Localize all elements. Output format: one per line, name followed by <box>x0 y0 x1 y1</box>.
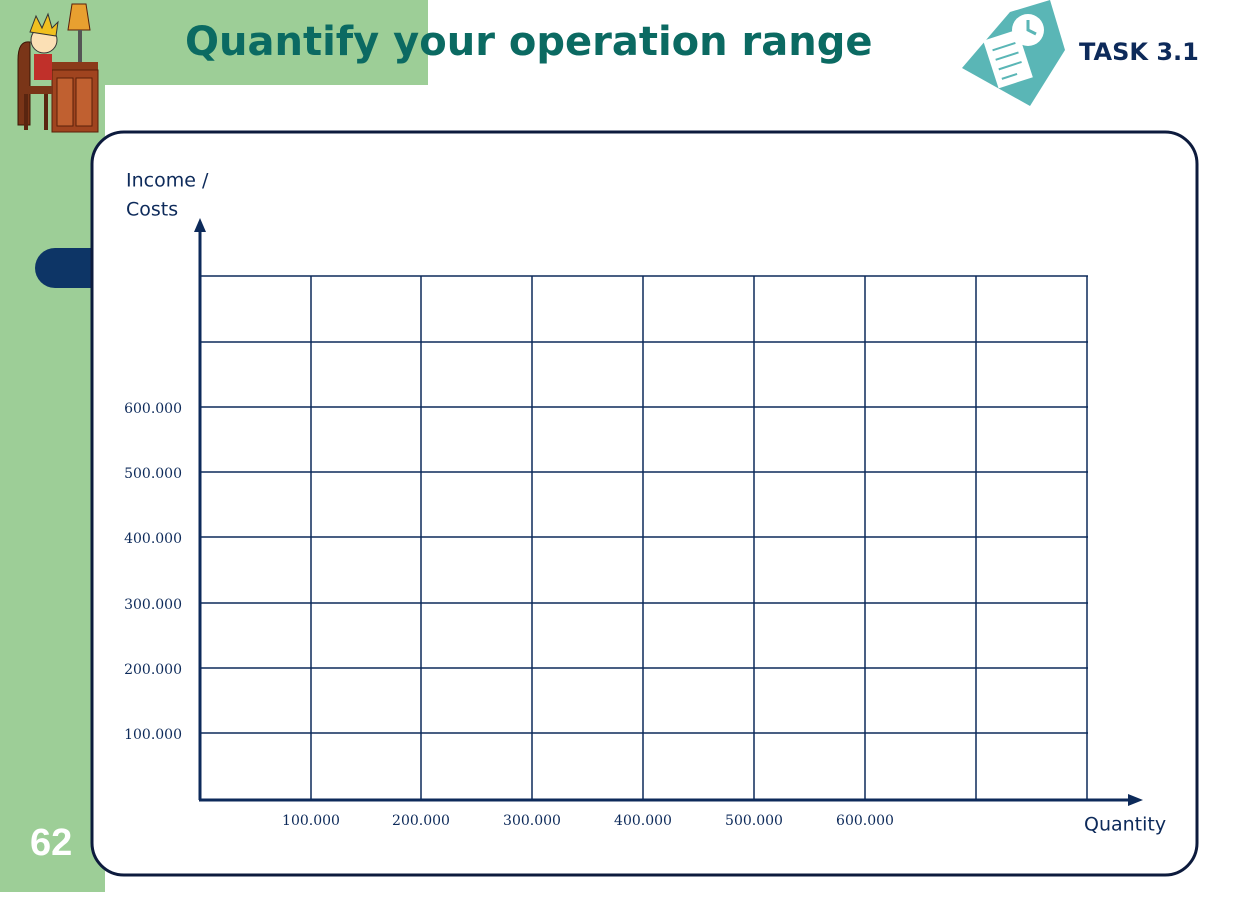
x-axis-label: Quantity <box>1084 814 1166 836</box>
x-tick-label: 500.000 <box>725 813 783 829</box>
y-arrow <box>194 218 206 232</box>
y-tick-label: 300.000 <box>124 597 182 613</box>
slide-title: Quantify your operation range <box>185 19 873 65</box>
task-icon <box>962 0 1065 106</box>
illustration <box>17 3 99 133</box>
x-tick-label: 400.000 <box>614 813 672 829</box>
y-tick-label: 100.000 <box>124 727 182 743</box>
x-tick-label: 100.000 <box>282 813 340 829</box>
y-tick-label: 600.000 <box>124 401 182 417</box>
left-panel <box>0 0 105 892</box>
x-arrow <box>1128 794 1143 806</box>
y-axis-label: Income / <box>126 170 209 192</box>
y-tick-label: 500.000 <box>124 466 182 482</box>
grid <box>194 218 1143 806</box>
x-tick-label: 300.000 <box>503 813 561 829</box>
y-axis-label: Costs <box>126 199 178 221</box>
task-label: TASK 3.1 <box>1079 38 1199 66</box>
axis-labels: 100.000 200.000 300.000 400.000 500.000 600.0… <box>124 170 1166 836</box>
y-tick-label: 200.000 <box>124 662 182 678</box>
x-tick-label: 200.000 <box>392 813 450 829</box>
x-tick-label: 600.000 <box>836 813 894 829</box>
y-tick-label: 400.000 <box>124 531 182 547</box>
page-number: 62 <box>30 822 72 864</box>
content-frame <box>90 130 1199 877</box>
